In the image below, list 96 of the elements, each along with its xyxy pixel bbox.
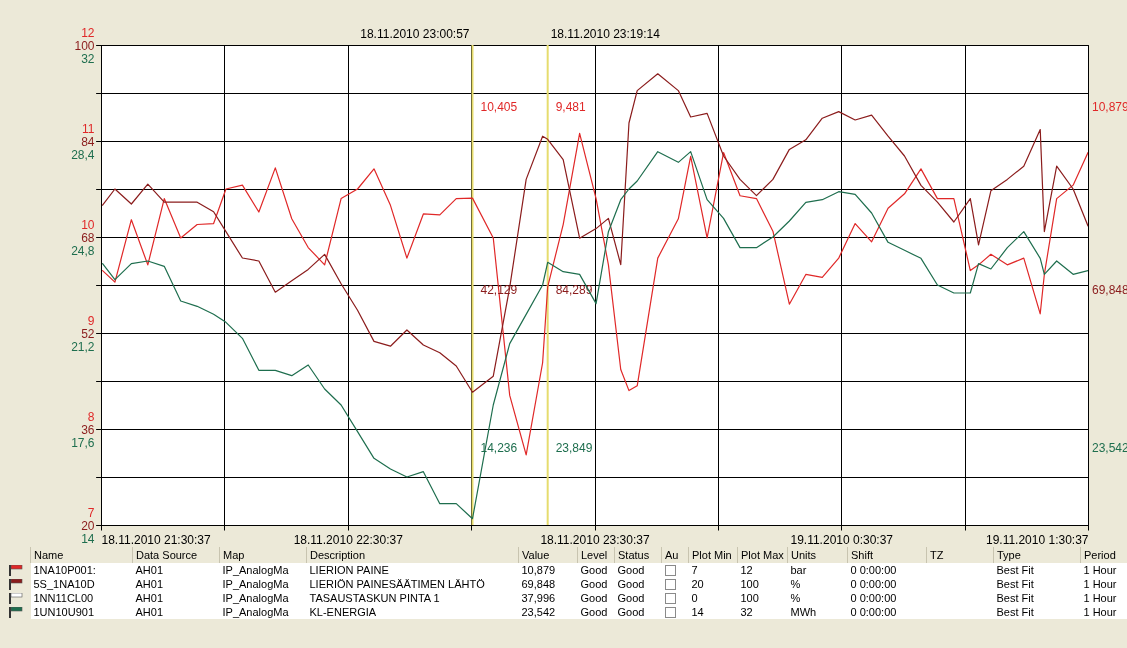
- y3-tick-label: 17,6: [71, 435, 95, 450]
- text: 1 Hour: [1082, 577, 1118, 591]
- category-label: Data Source: [132, 547, 220, 563]
- category-label: Description: [306, 547, 519, 563]
- annotation: 23,849: [555, 441, 593, 456]
- text: AH01: [134, 591, 165, 605]
- text: IP_AnalogMa: [221, 577, 290, 591]
- category-label: Name: [30, 547, 133, 563]
- text: Good: [616, 563, 646, 577]
- x-tick-label: 19.11.2010 1:30:37: [985, 532, 1089, 547]
- category-label: Plot Min: [688, 547, 738, 563]
- y2-tick-label: 100: [74, 38, 95, 53]
- text: LIERION PAINE: [308, 563, 390, 577]
- y2-tick-label: 36: [81, 422, 95, 437]
- text: Best Fit: [995, 591, 1035, 605]
- y-tick-label: 10: [81, 217, 95, 232]
- category-label: Level: [577, 547, 615, 563]
- text: Good: [579, 605, 609, 619]
- y3-tick-label: 14: [81, 531, 95, 546]
- text: KL-ENERGIA: [308, 605, 378, 619]
- text: 12: [739, 563, 754, 577]
- text: 0: [690, 591, 699, 605]
- category-label: Shift: [847, 547, 927, 563]
- text: 1NA10P001:: [32, 563, 97, 577]
- category-label: TZ: [926, 547, 994, 563]
- y2-tick-label: 68: [81, 230, 95, 245]
- category-label: Au: [661, 547, 689, 563]
- text: 1 Hour: [1082, 591, 1118, 605]
- text: Best Fit: [995, 605, 1035, 619]
- text: 1UN10U901: [32, 605, 96, 619]
- text: bar: [789, 563, 808, 577]
- text: 69,848: [520, 577, 557, 591]
- y3-tick-label: 28,4: [71, 147, 95, 162]
- y-tick-label: 7: [87, 505, 95, 520]
- text: 0 0:00:00: [849, 577, 898, 591]
- text: 0 0:00:00: [849, 563, 898, 577]
- text: LIERIÖN PAINESÄÄTIMEN LÄHTÖ: [308, 577, 486, 591]
- category-label: Status: [614, 547, 662, 563]
- annotation: 10,405: [480, 100, 518, 115]
- x-tick-label: 18.11.2010 22:30:37: [293, 532, 404, 547]
- text: MWh: [789, 605, 818, 619]
- text: Good: [579, 563, 609, 577]
- y-tick-label: 9: [87, 313, 95, 328]
- category-label: Units: [787, 547, 848, 563]
- line-series: [101, 73, 1088, 393]
- text: Good: [579, 577, 609, 591]
- text: Good: [616, 577, 646, 591]
- text: AH01: [134, 605, 165, 619]
- y2-tick-label: 84: [81, 134, 95, 149]
- text: TASAUSTASKUN PINTA 1: [308, 591, 441, 605]
- y-tick-label: 8: [87, 409, 95, 424]
- category-label: Map: [219, 547, 307, 563]
- text: 1 Hour: [1082, 563, 1118, 577]
- text: AH01: [134, 563, 165, 577]
- ref-line-label: 18.11.2010 23:00:57: [360, 27, 470, 41]
- text: Best Fit: [995, 563, 1035, 577]
- text: 23,542: [520, 605, 557, 619]
- text: Good: [616, 605, 646, 619]
- text: 20: [690, 577, 705, 591]
- y2-tick-label: 52: [81, 326, 95, 341]
- text: IP_AnalogMa: [221, 591, 290, 605]
- annotation: 9,481: [555, 100, 587, 115]
- text: Good: [616, 591, 646, 605]
- y3-tick-label: 21,2: [71, 339, 95, 354]
- text: 14: [690, 605, 705, 619]
- y2-tick-label: 20: [81, 518, 95, 533]
- text: 1NN11CL00: [32, 591, 95, 605]
- text: 10,879: [520, 563, 557, 577]
- x-tick-label: 19.11.2010 0:30:37: [790, 532, 894, 547]
- x-tick-label: 18.11.2010 23:30:37: [540, 532, 650, 547]
- text: IP_AnalogMa: [221, 605, 290, 619]
- text: Best Fit: [995, 577, 1035, 591]
- text: Good: [579, 591, 609, 605]
- text: 100: [739, 577, 760, 591]
- category-label: Value: [518, 547, 578, 563]
- text: 32: [739, 605, 754, 619]
- text: 0 0:00:00: [849, 591, 898, 605]
- ref-line-label: 18.11.2010 23:19:14: [550, 27, 661, 41]
- y3-tick-label: 24,8: [71, 243, 95, 258]
- y3-tick-label: 32: [81, 51, 95, 66]
- text: 7: [690, 563, 699, 577]
- x-tick-label: 18.11.2010 21:30:37: [101, 532, 212, 547]
- text: 100: [739, 591, 760, 605]
- category-label: Type: [993, 547, 1081, 563]
- text: 0 0:00:00: [849, 605, 898, 619]
- text: 37,996: [520, 591, 557, 605]
- text: 5S_1NA10D: [32, 577, 96, 591]
- text: IP_AnalogMa: [221, 563, 290, 577]
- category-label: Period: [1080, 547, 1127, 563]
- text: AH01: [134, 577, 165, 591]
- y-tick-label: 11: [82, 121, 95, 136]
- category-label: Plot Max: [737, 547, 788, 563]
- text: %: [789, 577, 802, 591]
- text: 1 Hour: [1082, 605, 1118, 619]
- y-tick-label: 12: [81, 25, 95, 40]
- text: %: [789, 591, 802, 605]
